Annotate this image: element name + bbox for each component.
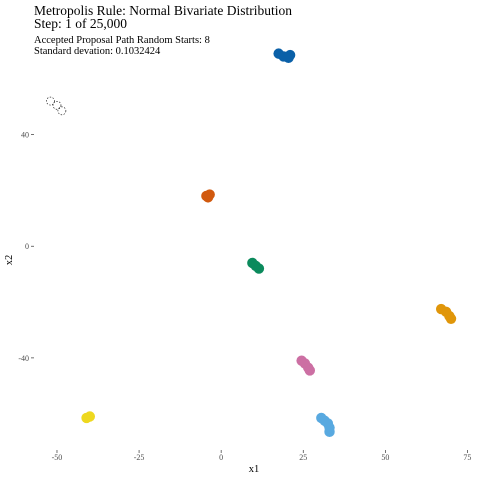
x-tick-label: 75 [463,453,471,462]
step-counter: Step: 1 of 25,000 [34,16,127,31]
data-point [46,96,55,106]
chart-title: Metropolis Rule: Normal Bivariate Distri… [34,3,292,18]
data-point [57,106,67,116]
subtitle-standard-deviation: Standard devation: 0.1032424 [34,46,161,57]
data-point [284,49,296,61]
data-point [253,263,265,274]
y-axis-title: x2 [4,255,15,266]
data-point [324,426,335,438]
data-point [52,100,62,110]
y-tick-label: 40 [21,131,29,140]
x-tick-label: -50 [52,453,63,462]
y-tick-label: -40 [18,354,29,363]
x-tick-label: 50 [381,453,389,462]
data-point [445,313,457,325]
axis-ticks: -50 -25 0 25 50 75 -40 0 40 [18,131,471,462]
data-point [84,411,96,422]
x-tick-label: -25 [134,453,145,462]
x-axis-title: x1 [249,464,260,475]
data-point [202,192,214,203]
data-point [304,365,316,376]
data-points [46,48,457,438]
subtitle-random-starts: Accepted Proposal Path Random Starts: 8 [34,35,210,46]
y-tick-label: 0 [25,242,29,251]
x-tick-label: 25 [299,453,307,462]
x-tick-label: 0 [219,453,223,462]
